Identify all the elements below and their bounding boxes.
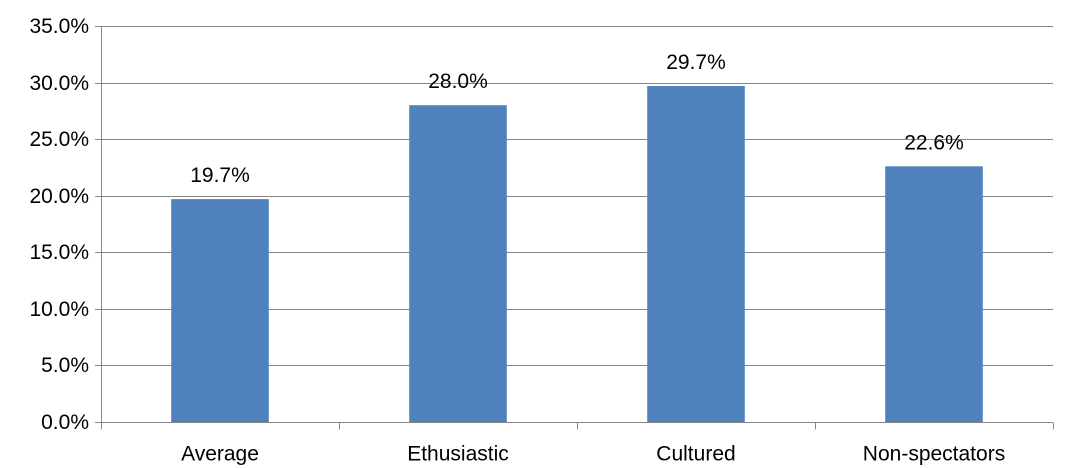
y-tick-label: 10.0% (29, 298, 89, 321)
y-axis-tick-labels: 0.0% 5.0% 10.0% 15.0% 20.0% 25.0% 30.0% 35.0% (29, 15, 89, 434)
bars (171, 85, 983, 423)
bar (409, 105, 507, 422)
data-label: 28.0% (428, 70, 488, 93)
data-labels: 19.7% 28.0% 29.7% 22.6% (190, 51, 964, 187)
data-label: 19.7% (190, 164, 250, 187)
data-label: 22.6% (904, 131, 964, 154)
bar (647, 85, 745, 423)
x-tick-label: Ethusiastic (407, 443, 509, 466)
bar (171, 199, 269, 422)
x-tick-label: Average (181, 443, 259, 466)
data-label: 29.7% (666, 51, 726, 74)
x-axis-tick-labels: Average Ethusiastic Cultured Non-spectators (181, 443, 1005, 466)
y-tick-label: 15.0% (29, 241, 89, 264)
y-tick-label: 30.0% (29, 72, 89, 95)
y-tick-label: 35.0% (29, 15, 89, 38)
y-tick-label: 20.0% (29, 185, 89, 208)
x-axis (101, 26, 1054, 430)
x-tick-label: Non-spectators (863, 443, 1005, 466)
y-tick-label: 25.0% (29, 128, 89, 151)
x-tick-label: Cultured (656, 443, 735, 466)
y-tick-label: 5.0% (41, 354, 89, 377)
bar (885, 166, 983, 422)
y-tick-label: 0.0% (41, 411, 89, 434)
